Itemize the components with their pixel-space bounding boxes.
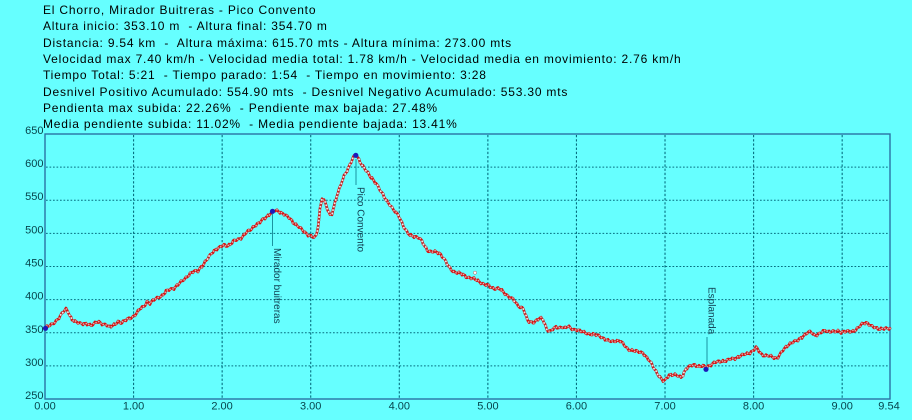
svg-text:250: 250 <box>25 390 43 402</box>
svg-text:0.00: 0.00 <box>34 401 55 413</box>
svg-text:7.00: 7.00 <box>654 401 675 413</box>
svg-text:300: 300 <box>25 357 43 369</box>
svg-text:650: 650 <box>25 125 43 137</box>
svg-text:Esplanada: Esplanada <box>706 287 717 335</box>
svg-text:8.00: 8.00 <box>743 401 764 413</box>
svg-text:500: 500 <box>25 224 43 236</box>
svg-text:4.00: 4.00 <box>389 401 410 413</box>
svg-text:6.00: 6.00 <box>566 401 587 413</box>
svg-text:3.00: 3.00 <box>300 401 321 413</box>
svg-text:450: 450 <box>25 258 43 270</box>
svg-text:550: 550 <box>25 191 43 203</box>
svg-text:5.00: 5.00 <box>477 401 498 413</box>
svg-text:2.00: 2.00 <box>211 401 232 413</box>
svg-text:400: 400 <box>25 291 43 303</box>
svg-text:1.00: 1.00 <box>123 401 144 413</box>
svg-text:Mirador buitreras: Mirador buitreras <box>271 248 282 324</box>
svg-text:600: 600 <box>25 158 43 170</box>
svg-text:350: 350 <box>25 324 43 336</box>
svg-text:Pico Convento: Pico Convento <box>355 187 366 252</box>
svg-text:9.00: 9.00 <box>831 401 852 413</box>
svg-text:9.54: 9.54 <box>878 401 899 413</box>
